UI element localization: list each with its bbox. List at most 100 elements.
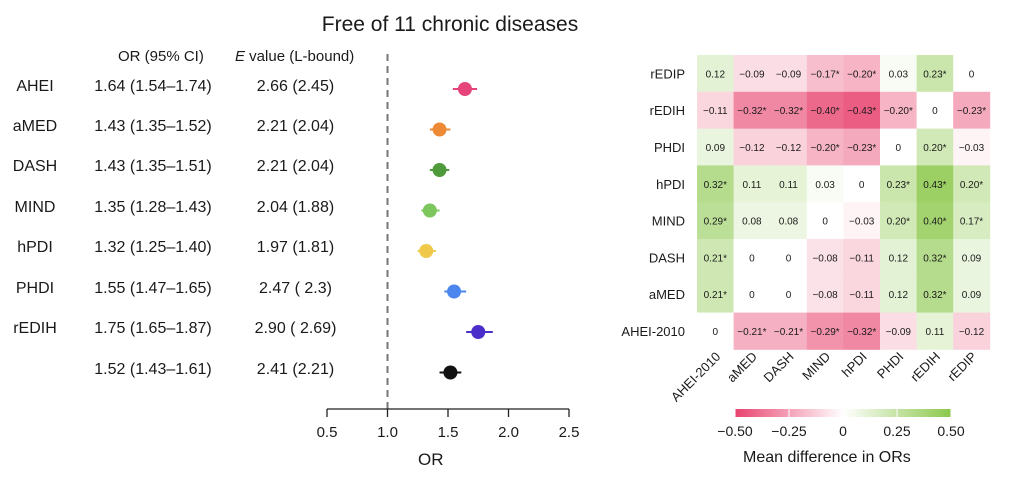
heatmap-cell-label: −0.32* [737,106,766,117]
heatmap-cell-label: 0.09 [962,253,982,264]
heatmap-cell-label: 0.21* [704,253,727,264]
or-point [422,203,437,218]
heatmap-cell-label: 0.23* [923,69,946,80]
heatmap-col-label: DASH [760,349,796,385]
heatmap-cell [953,165,991,203]
heatmap-cell-label: 0.17* [960,217,983,228]
heatmap-cell-label: −0.09 [776,69,802,80]
heatmap-cell-label: 0.08 [742,217,762,228]
heatmap-cell [697,91,734,129]
heatmap-cell-label: −0.11 [849,290,874,301]
heatmap-col-label: rEDIH [907,349,943,385]
x-tick-label: 2.5 [559,424,580,441]
heatmap-cell [770,55,808,93]
heatmap-cell [843,165,881,203]
heatmap-cell [770,128,808,166]
heatmap-cell-label: 0 [932,106,938,117]
heatmap-cell [843,128,881,166]
row-label: AHEI [16,78,54,95]
or-ci-text: 1.64 (1.54–1.74) [94,78,212,95]
or-ci-text: 1.55 (1.47–1.65) [94,280,212,297]
heatmap-cell-label: 0.11 [743,180,762,191]
heatmap-cell-label: −0.09 [886,327,912,338]
heatmap-cell [733,165,771,203]
heatmap-cell-label: −0.12 [739,143,765,154]
heatmap-cell-label: −0.03 [849,217,875,228]
heatmap-cell [916,312,954,350]
heatmap-cell-label: 0.43* [923,180,946,191]
heatmap-cell-label: −0.09 [739,69,765,80]
heatmap-cell [953,55,991,93]
row-label: aMED [12,118,58,135]
x-axis-label: OR [418,450,444,469]
heatmap-cell-label: −0.23* [957,106,986,117]
heatmap-cell [953,128,991,166]
colorbar-tick-label: −0.50 [717,423,753,439]
heatmap-cell-label: 0.03 [815,180,835,191]
or-ci-text: 1.32 (1.25–1.40) [94,239,212,256]
heatmap-cell [880,312,917,350]
heatmap-cell-label: 0 [786,290,792,301]
heatmap-row-label: rEDIP [650,66,685,81]
colorbar-title: Mean difference in ORs [743,449,911,466]
heatmap-cell-label: 0.20* [887,217,910,228]
or-point [447,284,462,299]
heatmap-cell [733,312,771,350]
heatmap-cell [953,239,991,277]
heatmap-cell-label: −0.32* [847,327,876,338]
heatmap-cell [806,202,844,240]
heatmap-cell [953,202,991,240]
heatmap-cell-label: 0 [859,180,865,191]
heatmap-row-label: AHEI-2010 [621,324,685,339]
heatmap-cell-label: −0.20* [884,106,913,117]
heatmap-col-label: hPDI [839,349,870,380]
heatmap-cell [697,202,734,240]
heatmap-cell [733,91,771,129]
heatmap-cell-label: 0.21* [704,290,727,301]
heatmap-cell-label: 0.29* [704,217,727,228]
x-tick-label: 1.0 [377,424,398,441]
heatmap-cell [880,239,917,277]
heatmap-cell [916,239,954,277]
heatmap-cell-label: 0 [749,290,755,301]
or-column-header: OR (95% CI) [118,48,204,65]
row-label: DASH [12,158,58,175]
colorbar-tick-label: 0.50 [937,423,964,439]
heatmap-cell [843,312,881,350]
heatmap-cell [806,312,844,350]
heatmap-cell [697,128,734,166]
heatmap-cell [697,312,734,350]
heatmap-cell-label: 0.09 [706,143,726,154]
heatmap-cell-label: −0.17* [810,69,839,80]
or-point [443,365,458,380]
heatmap-cell-label: −0.08 [812,253,838,264]
heatmap-cell [843,91,881,129]
heatmap-cell-label: 0.32* [923,253,946,264]
heatmap-cell-label: −0.40* [810,106,839,117]
or-point [432,163,447,177]
heatmap-col-label: PHDI [874,349,907,382]
heatmap-cell [843,275,881,313]
or-ci-text: 1.35 (1.28–1.43) [94,199,212,216]
heatmap-cell-label: −0.12 [959,327,985,338]
heatmap-cell-label: 0.40* [923,217,946,228]
row-label: PHDI [15,280,55,297]
heatmap-row-label: MIND [652,214,685,229]
heatmap-cell [916,165,954,203]
e-value-header-italic: E [235,48,246,65]
x-tick-label: 2.0 [498,424,519,441]
heatmap-cell [953,275,991,313]
heatmap-cell-label: 0.11 [926,327,945,338]
heatmap-cell-label: 0 [822,217,828,228]
heatmap-cell-label: 0.09 [962,290,982,301]
heatmap-cell [880,55,917,93]
heatmap-cell [953,312,991,350]
heatmap-cell-label: 0.11 [779,180,798,191]
heatmap-cell-label: 0 [896,143,902,154]
heatmap-cell-label: −0.21* [774,327,803,338]
colorbar-tick-label: 0 [839,423,847,439]
heatmap-cell-label: −0.32* [774,106,803,117]
heatmap-cell [697,55,734,93]
